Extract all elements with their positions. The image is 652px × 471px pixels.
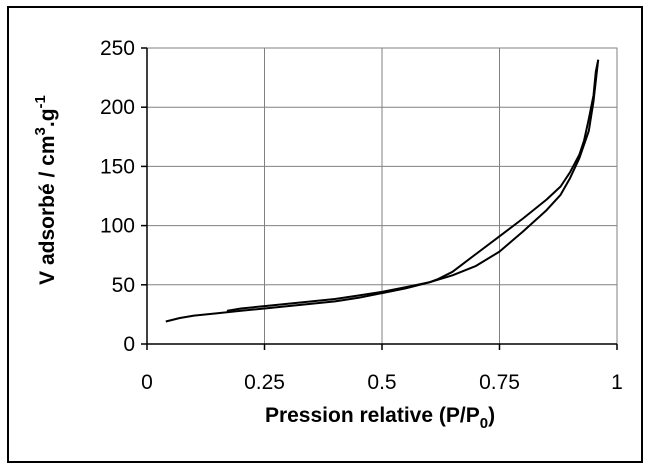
x-tick-label: 1 xyxy=(611,371,623,394)
y-axis-label-main: V adsorbé / cm xyxy=(36,135,59,284)
y-axis-label-sup-2: -1 xyxy=(32,95,49,108)
x-axis-label: Pression relative (P/P0) xyxy=(265,404,495,432)
x-tick-labels: 0 0.25 0.5 0.75 1 xyxy=(141,371,623,394)
x-tick-label: 0 xyxy=(141,371,153,394)
chart-frame xyxy=(7,6,643,463)
y-tick-label: 100 xyxy=(100,215,135,238)
series-line-2 xyxy=(226,59,600,312)
y-axis-label-sup-1: 3 xyxy=(32,127,49,135)
axis-ticks xyxy=(141,47,618,350)
grid-lines xyxy=(147,47,618,344)
y-tick-label: 150 xyxy=(100,155,135,178)
x-tick-label: 0.5 xyxy=(367,371,396,394)
y-axis-label: V adsorbé / cm3.g-1 xyxy=(32,95,59,285)
x-axis-label-subscript: 0 xyxy=(480,415,488,432)
x-axis-label-main: Pression relative (P/P xyxy=(265,404,480,427)
y-axis-label-mid: .g xyxy=(36,108,59,127)
y-tick-label: 0 xyxy=(123,333,135,356)
series-group xyxy=(165,59,600,323)
y-tick-label: 250 xyxy=(100,37,135,60)
x-tick-label: 0.75 xyxy=(479,371,520,394)
x-tick-label: 0.25 xyxy=(244,371,285,394)
y-tick-labels: 0 50 100 150 200 250 xyxy=(100,37,135,356)
x-axis-label-suffix: ) xyxy=(488,404,495,427)
y-tick-label: 200 xyxy=(100,96,135,119)
y-tick-label: 50 xyxy=(112,274,135,297)
